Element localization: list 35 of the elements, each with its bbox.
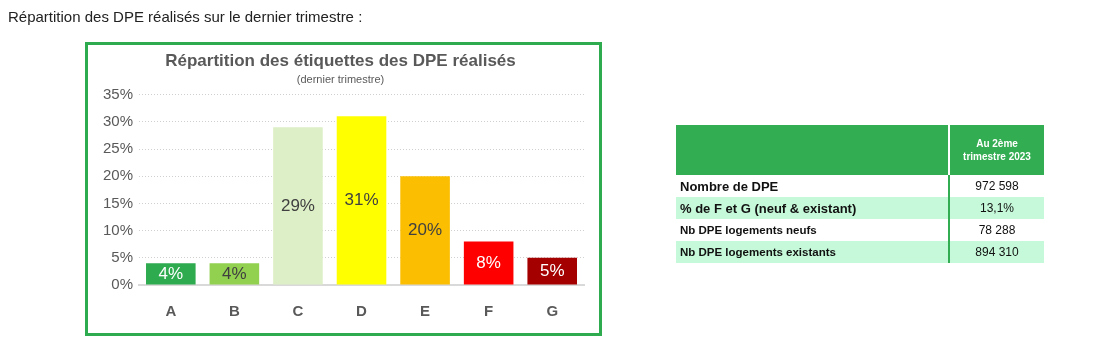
text: Nb DPE logements existants bbox=[676, 241, 949, 263]
y-tick-label: 0% bbox=[111, 275, 134, 293]
bar bbox=[463, 241, 514, 285]
x-tick-label: C bbox=[292, 302, 304, 320]
x-tick-label: E bbox=[420, 302, 431, 320]
data-label: 8% bbox=[476, 252, 501, 272]
y-tick-label: 35% bbox=[102, 84, 134, 102]
data-label: 29% bbox=[280, 195, 315, 215]
text: Nb DPE logements neufs bbox=[676, 219, 949, 241]
x-tick-label: F bbox=[484, 302, 494, 320]
bar bbox=[400, 176, 450, 285]
y-tick-label: 10% bbox=[102, 220, 134, 238]
y-tick-label: 30% bbox=[102, 111, 134, 129]
x-tick-label: A bbox=[165, 302, 177, 320]
text: % de F et G (neuf & existant) bbox=[676, 197, 949, 219]
data-label: 4% bbox=[158, 263, 184, 283]
y-tick-label: 15% bbox=[102, 193, 134, 211]
data-label: 20% bbox=[408, 220, 443, 240]
bar bbox=[336, 116, 387, 285]
text: 972 598 bbox=[974, 178, 1020, 195]
y-tick-label: 5% bbox=[111, 247, 134, 265]
data-label: 31% bbox=[344, 190, 379, 210]
data-label: 5% bbox=[539, 260, 565, 280]
text: Répartition des DPE réalisés sur le dernier trimestre : bbox=[8, 8, 363, 25]
x-tick-label: B bbox=[228, 302, 240, 320]
text: Nombre de DPE bbox=[676, 175, 949, 197]
chart-title: Répartition des étiquettes des DPE réalisés bbox=[165, 50, 516, 70]
y-tick-label: 20% bbox=[102, 166, 134, 184]
data-label: 4% bbox=[222, 263, 247, 283]
text: 78 288 bbox=[977, 222, 1017, 239]
x-tick-label: D bbox=[356, 302, 368, 320]
chart-subtitle: (dernier trimestre) bbox=[296, 73, 385, 86]
y-tick-label: 25% bbox=[102, 139, 134, 157]
x-tick-label: G bbox=[546, 302, 559, 320]
bar bbox=[273, 127, 323, 285]
